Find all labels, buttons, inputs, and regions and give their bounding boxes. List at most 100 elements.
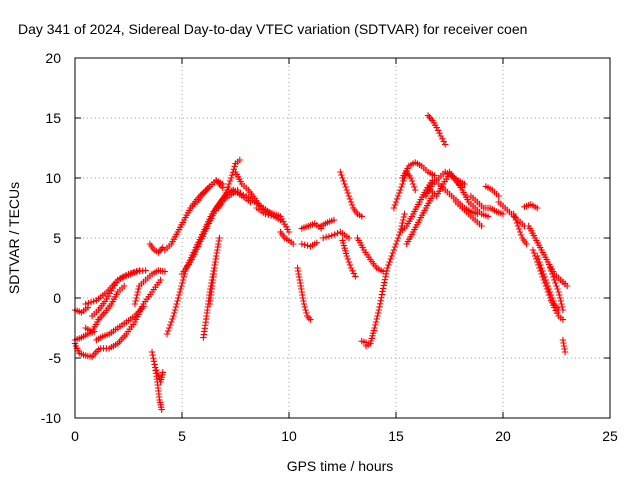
data-point [387, 255, 394, 263]
data-point [219, 184, 226, 191]
data-point [156, 247, 164, 254]
data-point [379, 285, 387, 292]
data-point [338, 171, 345, 179]
data-point [358, 213, 365, 220]
data-point [352, 273, 359, 280]
data-point [512, 216, 520, 224]
data-point [171, 306, 179, 314]
data-point [226, 177, 234, 185]
y-tick-label: 0 [53, 290, 61, 306]
data-point [558, 300, 565, 308]
data-point [378, 291, 386, 298]
data-point [401, 210, 408, 218]
y-tick-label: 20 [45, 50, 61, 66]
data-point [151, 361, 158, 368]
data-point [342, 183, 349, 191]
data-point [495, 192, 502, 200]
data-point [133, 294, 140, 302]
data-point [340, 177, 347, 185]
data-point [399, 216, 407, 224]
data-point [392, 198, 400, 206]
data-point [300, 300, 308, 308]
data-point [515, 225, 523, 233]
data-point [371, 324, 378, 332]
data-point [536, 258, 543, 266]
data-point [554, 285, 561, 293]
chart-title: Day 341 of 2024, Sidereal Day-to-day VTE… [18, 21, 527, 37]
data-marks [71, 112, 571, 413]
data-point [343, 186, 350, 194]
data-point [302, 306, 309, 314]
data-point [381, 279, 388, 286]
data-point [545, 285, 553, 293]
data-point [344, 255, 352, 263]
data-point [267, 212, 275, 219]
data-point [530, 249, 538, 257]
data-point [550, 273, 557, 281]
data-point [374, 309, 382, 317]
data-point [386, 258, 393, 266]
data-point [175, 294, 182, 302]
data-point [556, 291, 563, 299]
y-tick-label: 10 [45, 170, 61, 186]
data-point [396, 189, 403, 197]
data-point [478, 222, 485, 230]
data-point [390, 204, 398, 212]
data-point [555, 288, 562, 296]
data-point [372, 318, 380, 326]
data-point [393, 237, 401, 245]
data-point [344, 189, 352, 197]
data-point [431, 172, 438, 179]
data-point [343, 252, 350, 260]
data-point [320, 234, 327, 242]
data-point [132, 297, 139, 305]
data-point [135, 285, 142, 293]
data-point [433, 124, 440, 131]
data-point [514, 222, 522, 230]
data-point [549, 294, 556, 302]
data-point [398, 183, 405, 191]
data-point [394, 234, 402, 242]
data-point [240, 191, 247, 198]
data-point [347, 198, 355, 206]
data-point [228, 171, 236, 179]
data-point [173, 300, 180, 308]
data-point [330, 216, 338, 224]
data-point [134, 288, 141, 296]
data-point [535, 255, 542, 263]
data-point [168, 318, 175, 326]
data-point [346, 261, 354, 269]
data-point [547, 291, 555, 299]
data-point [557, 297, 564, 305]
data-point [170, 312, 177, 320]
data-point [163, 330, 171, 338]
x-axis-label: GPS time / hours [287, 458, 394, 474]
data-point [237, 190, 244, 197]
data-point [538, 264, 545, 272]
data-point [377, 297, 384, 304]
data-point [176, 288, 184, 296]
data-point [148, 348, 156, 356]
data-point [133, 291, 141, 299]
data-point [228, 174, 235, 182]
data-point [341, 180, 348, 188]
data-point [516, 228, 524, 236]
data-point [179, 279, 186, 287]
axis-ticks: 0 5 10 15 20 25 -10 -5 0 5 10 15 20 [41, 50, 618, 444]
data-point [390, 246, 398, 254]
data-point [534, 204, 541, 212]
data-point [561, 348, 569, 356]
data-point [556, 294, 564, 302]
data-point [169, 315, 176, 323]
data-point [397, 186, 404, 194]
data-point [427, 115, 435, 122]
data-point [393, 195, 401, 203]
data-point [372, 321, 379, 329]
data-point [231, 188, 238, 195]
x-tick-label: 0 [71, 428, 79, 444]
data-point [513, 219, 521, 227]
data-point [499, 210, 507, 218]
data-point [539, 267, 546, 275]
x-tick-label: 25 [602, 428, 618, 444]
data-point [376, 303, 383, 311]
